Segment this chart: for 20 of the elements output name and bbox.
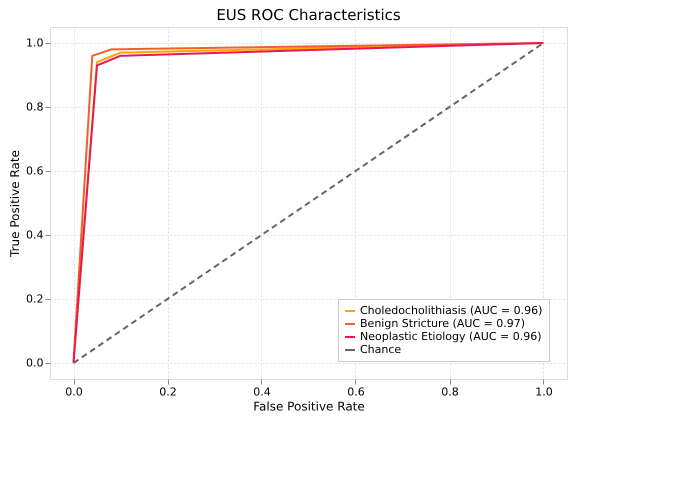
y-tick-label: 0.0 <box>26 356 44 370</box>
legend-label: Benign Stricture (AUC = 0.97) <box>360 317 526 330</box>
y-tick-label: 0.8 <box>26 100 44 114</box>
chart-title: EUS ROC Characteristics <box>216 6 401 24</box>
x-tick-label: 0.6 <box>347 386 365 398</box>
y-axis-title: True Positive Rate <box>8 150 22 258</box>
x-tick-label: 0.2 <box>159 386 177 398</box>
x-tick-label: 0.0 <box>65 386 83 398</box>
y-tick-label: 0.4 <box>26 228 44 242</box>
legend-label: Neoplastic Etiology (AUC = 0.96) <box>360 330 542 343</box>
y-tick-label: 0.2 <box>26 292 44 306</box>
y-tick-label: 1.0 <box>26 36 44 50</box>
x-tick-label: 0.4 <box>253 386 271 398</box>
x-tick-label: 1.0 <box>535 386 553 398</box>
y-tick-label: 0.6 <box>26 164 44 178</box>
x-axis-title: False Positive Rate <box>253 400 365 414</box>
legend-label: Choledocholithiasis (AUC = 0.96) <box>360 304 542 317</box>
x-tick-label: 0.8 <box>441 386 459 398</box>
legend-label: Chance <box>360 343 402 356</box>
line-series <box>72 42 544 364</box>
